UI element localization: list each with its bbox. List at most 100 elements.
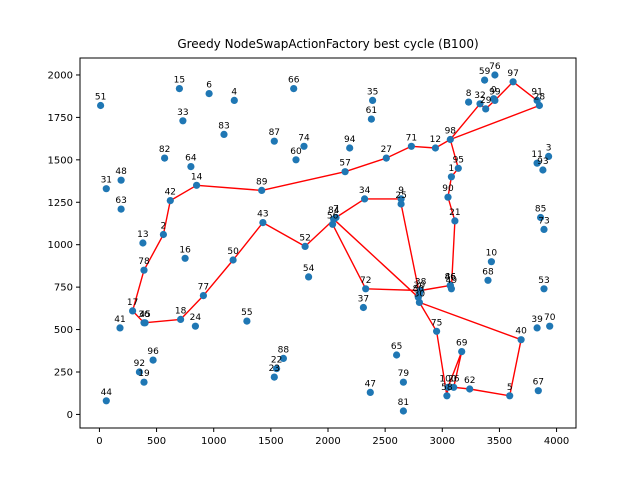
node-label: 12	[430, 135, 441, 145]
y-tick-label: 2000	[48, 70, 73, 81]
node-point	[465, 98, 473, 106]
node-label: 62	[464, 376, 475, 386]
y-axis: 0 250 500 750 1000 1250 1500 1750 2000	[48, 70, 80, 421]
node-point	[540, 225, 548, 233]
node-label: 2	[161, 222, 167, 232]
node-label: 11	[531, 150, 542, 160]
node-label: 87	[269, 128, 280, 138]
node-label: 95	[453, 155, 464, 165]
node-label: 47	[365, 379, 376, 389]
node-point	[451, 217, 459, 225]
node-point	[300, 142, 308, 150]
node-label: 96	[147, 347, 159, 357]
node-point	[187, 163, 195, 171]
node-label: 56	[327, 211, 339, 221]
node-label: 45	[139, 310, 150, 320]
node-point	[301, 242, 309, 250]
node-point	[140, 378, 148, 386]
node-label: 70	[544, 313, 556, 323]
node-point	[540, 285, 548, 293]
node-point	[443, 392, 451, 400]
node-point	[454, 164, 462, 172]
node-point	[361, 195, 369, 203]
node-label: 9	[398, 186, 404, 196]
node-label: 100	[439, 374, 456, 384]
node-label: 71	[406, 133, 417, 143]
node-label: 37	[358, 295, 369, 305]
node-point	[270, 373, 278, 381]
node-point	[140, 266, 148, 274]
node-label: 88	[278, 345, 290, 355]
node-label: 21	[449, 208, 460, 218]
node-label: 0	[491, 86, 497, 96]
node-label: 72	[360, 276, 371, 286]
node-point	[359, 303, 367, 312]
node-label: 54	[303, 264, 315, 274]
node-label: 65	[391, 342, 402, 352]
node-point	[135, 368, 143, 376]
node-label: 78	[138, 257, 150, 267]
node-label: 82	[159, 145, 170, 155]
x-tick-label: 500	[147, 436, 166, 447]
node-label: 32	[474, 91, 485, 101]
node-point	[102, 397, 110, 405]
node-label: 84	[328, 206, 340, 216]
node-point	[279, 354, 287, 362]
node-point	[177, 315, 185, 323]
node-label: 77	[198, 283, 209, 293]
node-label: 55	[241, 308, 252, 318]
x-tick-label: 3500	[487, 436, 512, 447]
node-point	[399, 407, 407, 415]
node-label: 83	[218, 121, 229, 131]
node-label: 22	[271, 356, 282, 366]
node-label: 85	[535, 205, 546, 215]
node-point	[367, 115, 375, 123]
x-tick-label: 2500	[372, 436, 397, 447]
node-point	[444, 193, 452, 201]
y-tick-label: 1750	[48, 113, 73, 124]
node-point	[199, 292, 207, 300]
node-label: 58	[441, 383, 453, 393]
node-point	[161, 154, 169, 162]
node-label: 17	[127, 298, 138, 308]
x-tick-label: 2000	[315, 436, 340, 447]
node-point	[341, 168, 349, 176]
node-label: 79	[398, 369, 410, 379]
node-label: 80	[413, 284, 425, 294]
node-label: 69	[456, 339, 468, 349]
node-label: 99	[489, 87, 501, 97]
node-label: 16	[179, 245, 191, 255]
node-point	[444, 383, 452, 391]
node-label: 91	[531, 87, 542, 97]
y-tick-label: 0	[67, 410, 73, 421]
node-point	[129, 307, 137, 315]
node-label: 1	[449, 164, 455, 174]
node-point	[450, 383, 458, 391]
node-label: 51	[95, 93, 106, 103]
node-label: 26	[448, 374, 460, 384]
node-label: 13	[137, 230, 148, 240]
node-label: 63	[115, 196, 126, 206]
node-point	[433, 327, 441, 335]
node-label: 86	[445, 272, 457, 282]
node-label: 35	[367, 87, 378, 97]
y-tick-label: 500	[54, 325, 73, 336]
node-label: 40	[515, 327, 527, 337]
node-label: 24	[190, 313, 202, 323]
node-point	[346, 144, 354, 152]
node-label: 41	[114, 315, 125, 325]
node-point	[545, 152, 553, 160]
node-point	[533, 159, 541, 167]
node-point	[166, 197, 174, 205]
node-label: 68	[482, 267, 494, 277]
node-label: 25	[395, 191, 406, 201]
node-point	[179, 117, 187, 125]
node-label: 81	[398, 398, 409, 408]
node-label: 5	[507, 383, 513, 393]
node-point	[491, 96, 499, 104]
node-point	[220, 130, 228, 138]
node-label: 34	[359, 186, 371, 196]
node-point	[446, 135, 454, 144]
